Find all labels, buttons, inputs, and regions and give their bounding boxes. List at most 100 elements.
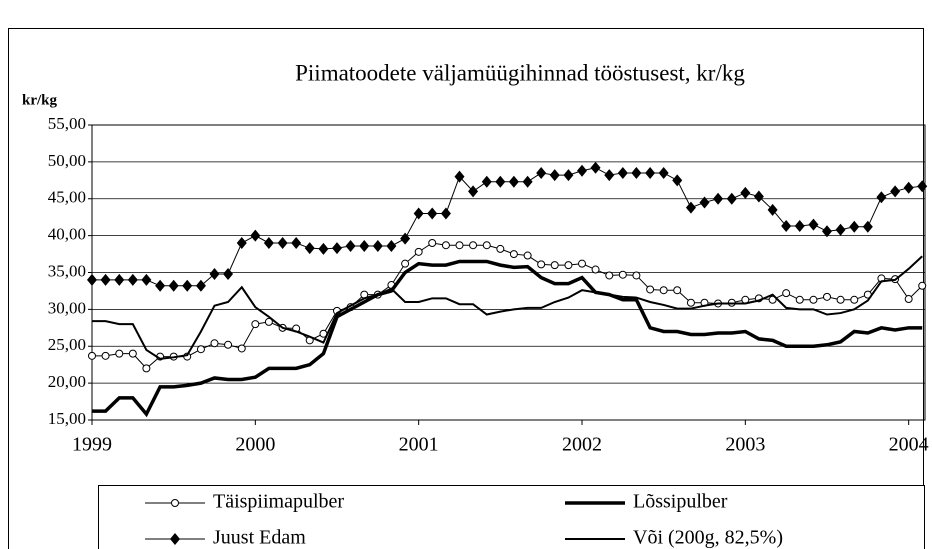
marker <box>740 186 751 199</box>
marker <box>386 239 397 252</box>
marker <box>291 237 302 249</box>
marker <box>795 295 804 304</box>
x-tick-label: 2003 <box>725 434 765 456</box>
marker <box>849 220 860 233</box>
marker <box>685 201 696 214</box>
marker <box>401 259 410 268</box>
marker <box>549 169 560 182</box>
marker <box>850 295 859 304</box>
marker <box>87 273 97 286</box>
series-line <box>92 259 923 418</box>
marker <box>127 273 138 286</box>
marker <box>564 261 573 270</box>
marker <box>822 225 832 238</box>
legend-label: Või (200g, 82,5%) <box>633 527 783 549</box>
marker <box>918 281 927 290</box>
y-tick-label: 45,00 <box>48 188 86 207</box>
marker <box>646 285 655 294</box>
marker <box>522 175 533 188</box>
marker <box>658 166 669 179</box>
marker <box>496 244 505 253</box>
x-tick-label: 2001 <box>399 434 439 456</box>
marker <box>277 237 288 249</box>
marker <box>454 170 465 183</box>
marker <box>550 261 559 270</box>
marker <box>414 247 423 256</box>
marker <box>767 203 778 216</box>
marker <box>809 295 818 304</box>
marker <box>782 289 791 298</box>
y-tick-label: 35,00 <box>48 261 86 280</box>
marker <box>917 180 928 193</box>
marker <box>618 270 627 279</box>
marker <box>400 232 411 245</box>
marker <box>686 298 695 307</box>
marker <box>251 320 260 329</box>
marker <box>604 169 615 182</box>
y-tick-label: 30,00 <box>48 298 86 317</box>
marker <box>481 175 492 188</box>
marker <box>508 175 519 188</box>
marker <box>632 271 641 280</box>
y-tick-label: 20,00 <box>48 372 86 391</box>
y-tick-label: 40,00 <box>48 225 86 244</box>
marker <box>468 185 479 198</box>
marker <box>523 251 532 260</box>
marker <box>903 181 914 194</box>
marker <box>605 271 614 280</box>
marker <box>171 499 179 507</box>
marker <box>876 191 887 204</box>
marker <box>345 239 356 252</box>
marker <box>836 295 845 304</box>
marker <box>427 207 438 220</box>
marker <box>713 192 724 205</box>
y-axis-label: kr/kg <box>22 92 58 108</box>
marker <box>142 364 151 373</box>
marker <box>359 239 370 252</box>
marker <box>250 229 261 242</box>
marker <box>469 241 478 250</box>
marker <box>823 292 831 301</box>
marker <box>223 267 234 280</box>
marker <box>195 279 206 292</box>
marker <box>88 351 96 360</box>
marker <box>115 349 124 358</box>
marker <box>753 190 764 203</box>
chart-title: Piimatoodete väljamüügihinnad tööstusest… <box>295 60 745 85</box>
marker <box>794 220 805 233</box>
legend-label: Lõssipulber <box>633 491 728 513</box>
marker <box>413 207 424 220</box>
marker <box>699 196 710 209</box>
marker <box>304 242 315 255</box>
chart-border <box>8 28 924 549</box>
marker <box>862 220 873 233</box>
legend-label: Täispiimapulber <box>213 491 344 513</box>
marker <box>128 349 137 358</box>
marker <box>835 223 846 236</box>
marker <box>781 220 792 233</box>
marker <box>768 295 777 304</box>
marker <box>372 239 383 252</box>
legend <box>98 485 925 549</box>
marker <box>318 242 329 255</box>
marker <box>590 161 601 174</box>
marker <box>264 317 273 326</box>
marker <box>659 286 668 295</box>
x-tick-label: 2004 <box>889 434 929 456</box>
marker <box>537 260 546 269</box>
marker <box>170 533 180 545</box>
x-tick-label: 2002 <box>562 434 602 456</box>
marker <box>536 166 547 179</box>
marker <box>617 166 628 179</box>
marker <box>482 241 491 250</box>
marker <box>210 339 219 348</box>
y-tick-label: 15,00 <box>48 409 86 428</box>
marker <box>428 239 437 247</box>
marker <box>890 185 901 198</box>
marker <box>563 169 574 182</box>
y-tick-label: 55,00 <box>48 114 86 133</box>
y-tick-label: 25,00 <box>48 335 86 354</box>
marker <box>808 218 819 231</box>
marker <box>631 166 642 179</box>
